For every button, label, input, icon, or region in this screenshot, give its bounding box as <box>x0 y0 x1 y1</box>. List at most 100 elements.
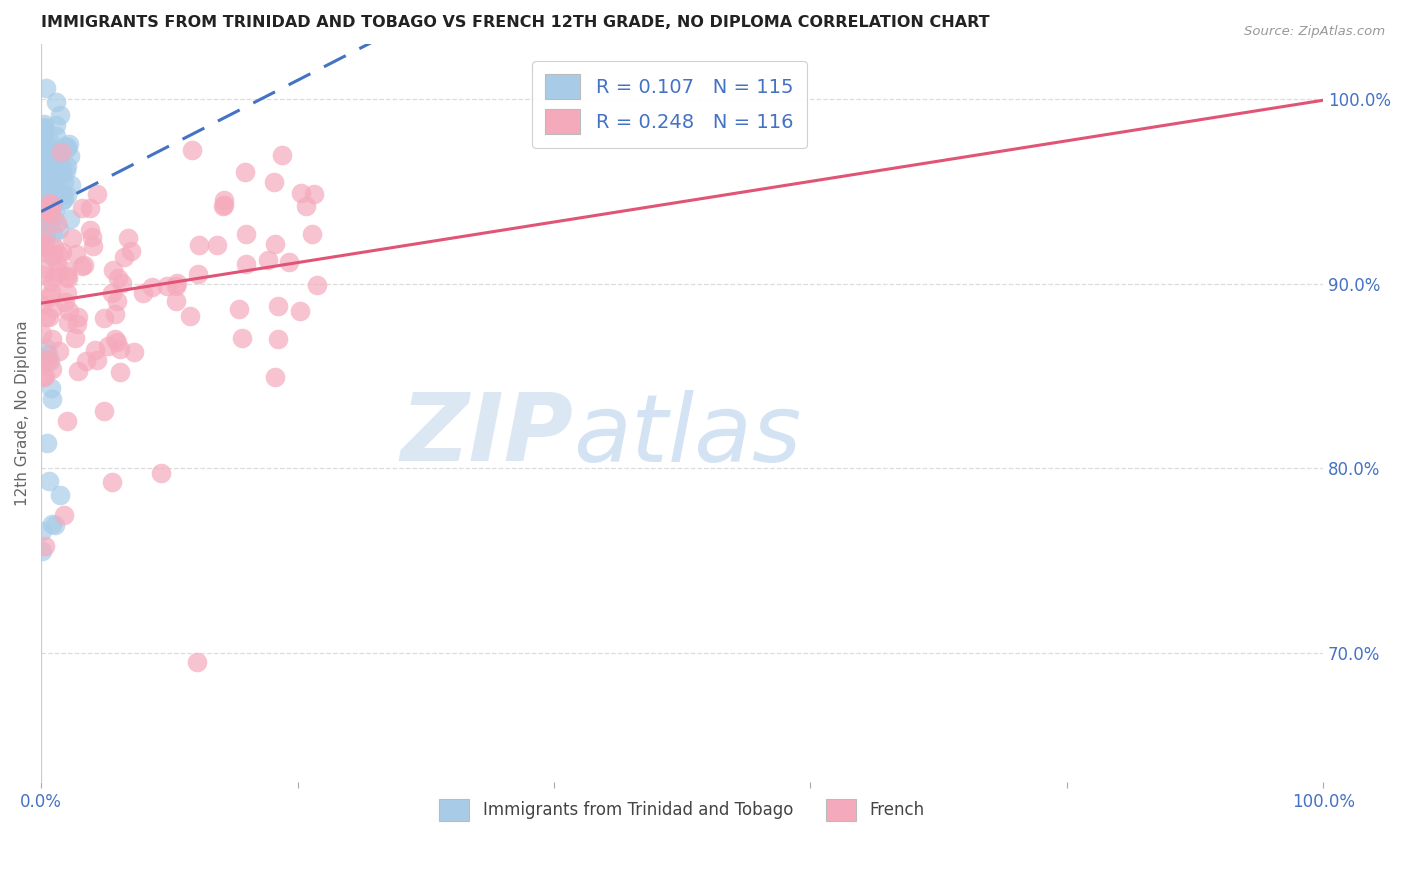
Point <box>31 127 53 141</box>
Point <box>45 118 67 132</box>
Point <box>32 192 55 206</box>
Point <box>34 238 56 252</box>
Point <box>231 331 253 345</box>
Point <box>86 353 108 368</box>
Point <box>80 230 103 244</box>
Point <box>59 211 82 226</box>
Point <box>45 128 67 143</box>
Point <box>117 231 139 245</box>
Point <box>38 141 60 155</box>
Point <box>257 253 280 268</box>
Point <box>34 201 56 215</box>
Point <box>304 186 326 201</box>
Point <box>38 195 60 210</box>
Point <box>112 250 135 264</box>
Point <box>75 354 97 368</box>
Point <box>34 245 56 260</box>
Point <box>186 656 208 670</box>
Point <box>60 231 83 245</box>
Point <box>31 214 53 228</box>
Point <box>212 193 235 207</box>
Point <box>165 293 187 308</box>
Point <box>49 488 72 502</box>
Point <box>34 228 56 243</box>
Point <box>41 178 63 193</box>
Point <box>37 213 59 227</box>
Point <box>58 271 80 285</box>
Point <box>46 255 69 269</box>
Point <box>66 310 89 324</box>
Text: atlas: atlas <box>574 390 801 481</box>
Point <box>233 165 256 179</box>
Point <box>104 332 127 346</box>
Point <box>46 265 69 279</box>
Point <box>235 256 257 270</box>
Text: Source: ZipAtlas.com: Source: ZipAtlas.com <box>1244 25 1385 38</box>
Point <box>51 194 73 208</box>
Y-axis label: 12th Grade, No Diploma: 12th Grade, No Diploma <box>15 320 30 506</box>
Point <box>266 332 288 346</box>
Point <box>35 310 58 325</box>
Point <box>31 544 53 558</box>
Point <box>39 354 62 368</box>
Point <box>55 163 77 178</box>
Point <box>39 211 62 226</box>
Point <box>37 175 59 189</box>
Point <box>52 187 75 202</box>
Point <box>32 178 55 192</box>
Point <box>70 259 93 273</box>
Point <box>55 268 77 283</box>
Point <box>42 269 65 284</box>
Point <box>31 260 53 275</box>
Point <box>35 179 58 194</box>
Point <box>288 303 311 318</box>
Point <box>35 185 58 199</box>
Point <box>48 155 70 169</box>
Point <box>301 227 323 241</box>
Point <box>63 331 86 345</box>
Point <box>31 122 53 136</box>
Point <box>31 239 53 253</box>
Point <box>42 189 65 203</box>
Point <box>32 156 55 170</box>
Point <box>31 120 53 135</box>
Point <box>35 188 58 202</box>
Point <box>51 164 73 178</box>
Point <box>41 246 63 260</box>
Point <box>235 227 257 241</box>
Point <box>212 199 235 213</box>
Point <box>110 365 132 379</box>
Point <box>35 228 58 243</box>
Point <box>31 298 53 312</box>
Point <box>32 182 55 196</box>
Point <box>101 262 124 277</box>
Point <box>41 275 63 289</box>
Point <box>35 204 58 219</box>
Point <box>46 246 69 260</box>
Point <box>39 381 62 395</box>
Point <box>31 211 53 226</box>
Point <box>97 339 120 353</box>
Point <box>56 414 79 428</box>
Point <box>82 239 104 253</box>
Point <box>41 178 63 193</box>
Point <box>32 155 55 169</box>
Point <box>35 207 58 221</box>
Point <box>214 198 236 212</box>
Point <box>31 161 53 175</box>
Point <box>46 216 69 230</box>
Point <box>31 327 53 342</box>
Point <box>34 120 56 134</box>
Point <box>41 332 63 346</box>
Text: IMMIGRANTS FROM TRINIDAD AND TOBAGO VS FRENCH 12TH GRADE, NO DIPLOMA CORRELATION: IMMIGRANTS FROM TRINIDAD AND TOBAGO VS F… <box>41 15 990 30</box>
Point <box>42 301 65 315</box>
Point <box>38 145 60 159</box>
Point <box>31 217 53 231</box>
Text: ZIP: ZIP <box>401 389 574 481</box>
Point <box>52 508 75 522</box>
Point <box>66 364 89 378</box>
Point <box>70 201 93 215</box>
Point <box>56 315 79 329</box>
Point <box>122 345 145 359</box>
Point <box>34 194 56 209</box>
